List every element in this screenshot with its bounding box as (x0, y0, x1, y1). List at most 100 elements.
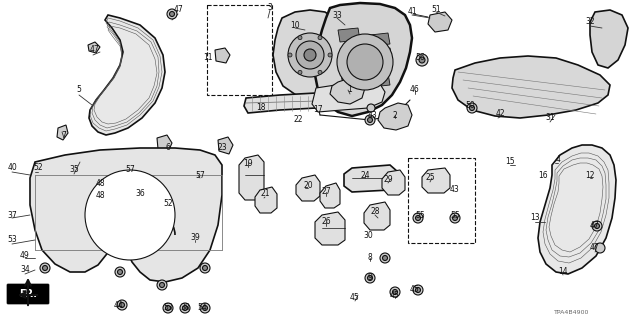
Text: 53: 53 (163, 303, 173, 313)
Circle shape (380, 253, 390, 263)
Circle shape (167, 9, 177, 19)
Text: 42: 42 (495, 108, 505, 117)
Text: 2: 2 (392, 110, 397, 119)
Bar (207, 5, 272, 95)
Circle shape (318, 36, 322, 40)
Text: 45: 45 (350, 293, 360, 302)
Circle shape (296, 41, 324, 69)
Circle shape (367, 104, 375, 112)
Circle shape (202, 306, 207, 310)
Text: 47: 47 (90, 45, 100, 54)
FancyBboxPatch shape (7, 284, 49, 304)
Text: 53: 53 (7, 236, 17, 244)
Polygon shape (296, 175, 320, 201)
Polygon shape (370, 73, 390, 87)
Text: 14: 14 (558, 268, 568, 276)
Polygon shape (315, 3, 412, 116)
Polygon shape (428, 12, 452, 32)
Text: 47: 47 (173, 5, 183, 14)
Polygon shape (320, 183, 340, 208)
Text: 24: 24 (360, 171, 370, 180)
Polygon shape (239, 155, 264, 200)
Circle shape (365, 115, 375, 125)
Text: 35: 35 (69, 165, 79, 174)
Text: 21: 21 (260, 188, 269, 197)
Text: 9: 9 (367, 274, 372, 283)
Bar (408, 158, 475, 243)
Text: 17: 17 (313, 106, 323, 115)
Text: 43: 43 (450, 186, 460, 195)
Polygon shape (215, 48, 230, 63)
Text: 54: 54 (197, 303, 207, 313)
Circle shape (365, 273, 375, 283)
Circle shape (415, 287, 420, 292)
Polygon shape (370, 33, 390, 46)
Text: 1: 1 (348, 85, 353, 94)
Polygon shape (30, 148, 222, 282)
Text: 47: 47 (590, 220, 600, 229)
Text: 23: 23 (217, 143, 227, 153)
Polygon shape (378, 103, 412, 130)
Polygon shape (57, 125, 68, 140)
Text: 25: 25 (425, 173, 435, 182)
Polygon shape (244, 93, 320, 113)
Circle shape (180, 303, 190, 313)
Circle shape (383, 255, 387, 260)
Text: 49: 49 (20, 251, 30, 260)
Text: 7: 7 (61, 131, 67, 140)
Text: 19: 19 (243, 158, 253, 167)
Text: 22: 22 (293, 116, 303, 124)
Text: 31: 31 (545, 114, 555, 123)
Circle shape (452, 215, 458, 220)
Text: 40: 40 (7, 164, 17, 172)
Circle shape (202, 266, 207, 270)
Text: 3: 3 (268, 4, 273, 12)
Text: 43: 43 (368, 110, 378, 119)
Text: 32: 32 (585, 18, 595, 27)
Text: 33: 33 (332, 11, 342, 20)
Circle shape (392, 290, 397, 294)
Circle shape (595, 223, 600, 228)
Text: 44: 44 (113, 300, 123, 309)
Circle shape (413, 213, 423, 223)
Polygon shape (538, 145, 616, 274)
Text: 15: 15 (505, 157, 515, 166)
Polygon shape (345, 83, 364, 97)
Circle shape (347, 44, 383, 80)
Circle shape (200, 303, 210, 313)
Circle shape (592, 221, 602, 231)
Polygon shape (218, 137, 233, 154)
Text: 51: 51 (431, 5, 441, 14)
Polygon shape (344, 165, 398, 192)
Circle shape (467, 103, 477, 113)
Circle shape (450, 213, 460, 223)
Polygon shape (88, 42, 100, 53)
Polygon shape (590, 10, 628, 68)
Text: 48: 48 (95, 191, 105, 201)
Text: 57: 57 (125, 165, 135, 174)
Text: 4: 4 (556, 156, 561, 164)
Text: 52: 52 (163, 198, 173, 207)
Polygon shape (382, 170, 405, 195)
Text: 12: 12 (585, 171, 595, 180)
Text: 36: 36 (135, 188, 145, 197)
Circle shape (166, 306, 170, 310)
Polygon shape (364, 202, 390, 230)
Text: 55: 55 (415, 211, 425, 220)
Circle shape (298, 70, 302, 74)
Text: 39: 39 (190, 234, 200, 243)
Text: 18: 18 (256, 103, 266, 113)
Text: 16: 16 (538, 171, 548, 180)
Circle shape (170, 12, 175, 17)
Text: 5: 5 (77, 85, 81, 94)
Circle shape (288, 33, 332, 77)
Text: 57: 57 (195, 171, 205, 180)
Text: 46: 46 (410, 85, 420, 94)
Circle shape (416, 54, 428, 66)
Text: FR.: FR. (19, 289, 37, 299)
Polygon shape (315, 212, 345, 245)
Polygon shape (255, 187, 277, 213)
Circle shape (367, 276, 372, 281)
Circle shape (40, 263, 50, 273)
Circle shape (304, 49, 316, 61)
